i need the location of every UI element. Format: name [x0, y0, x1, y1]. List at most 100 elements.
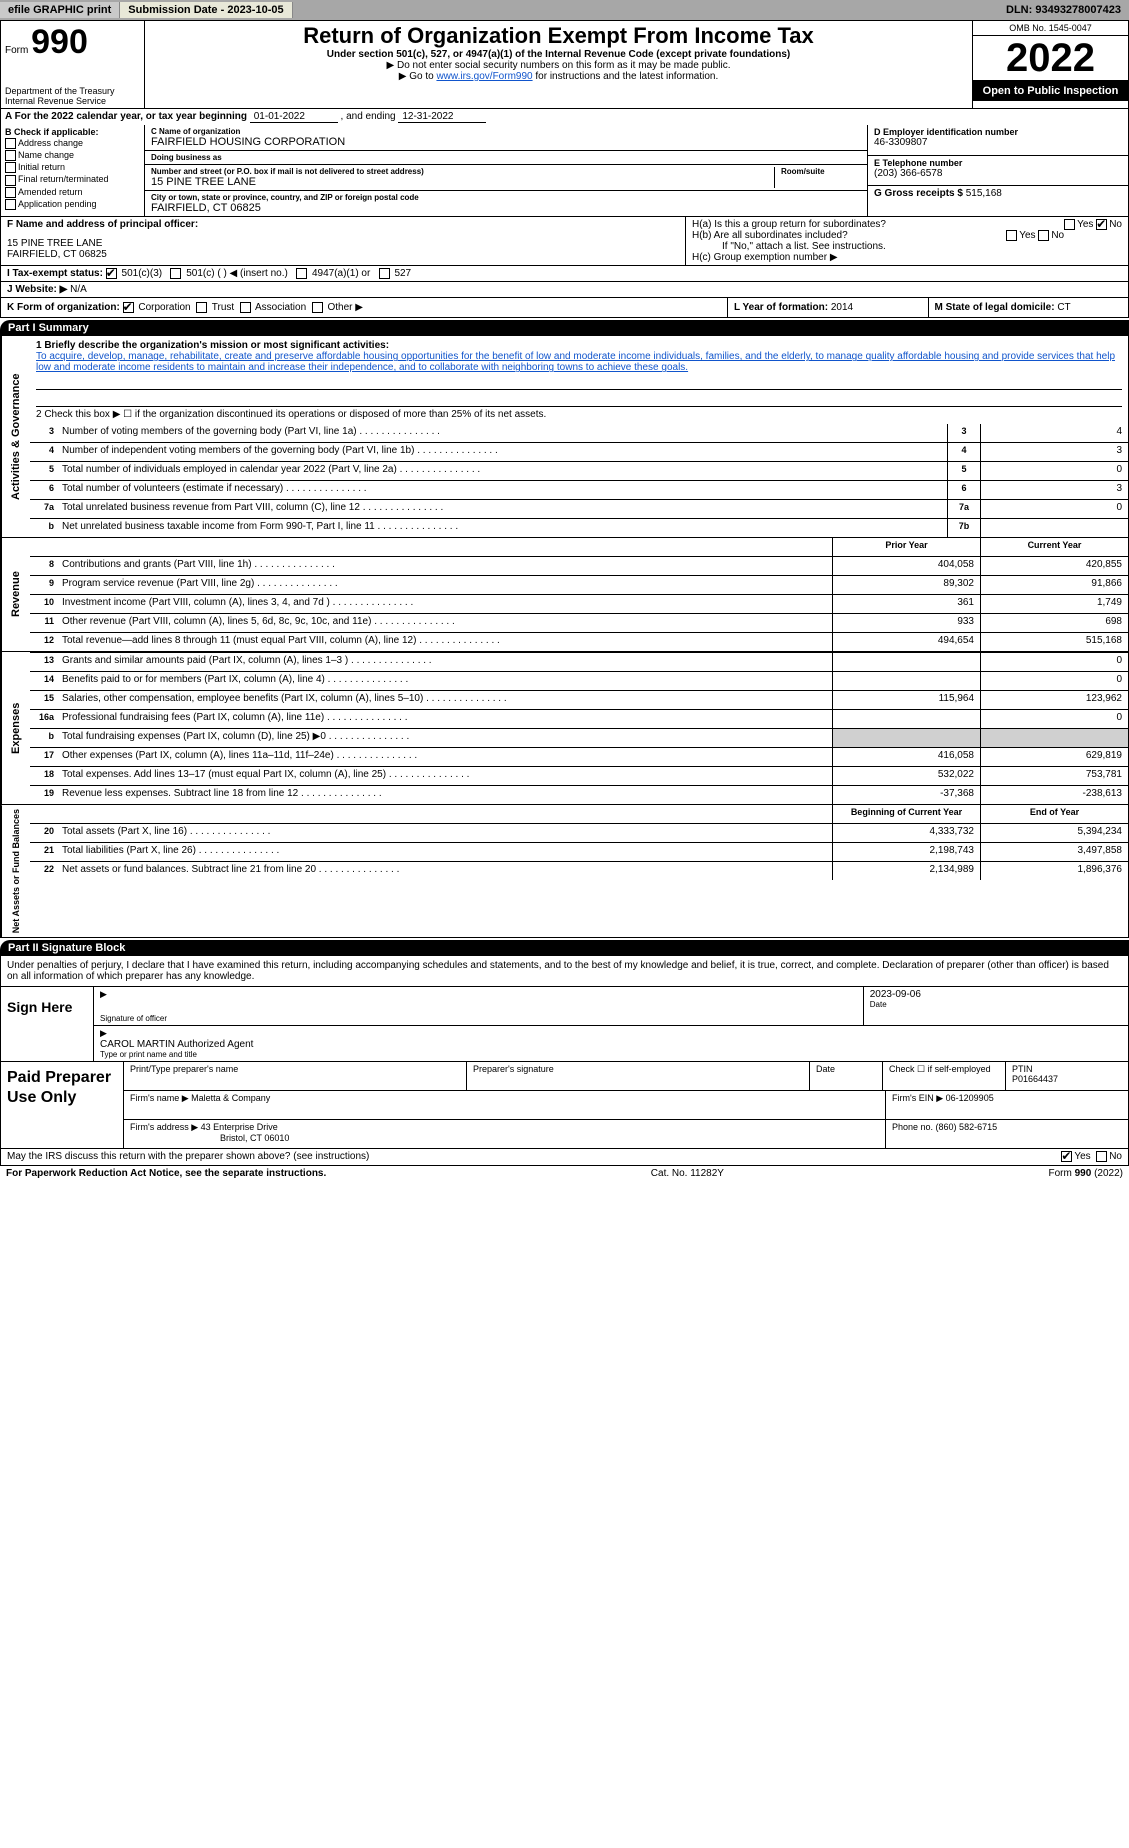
mission-block: 1 Briefly describe the organization's mi… [30, 336, 1128, 424]
sig-name-cell: CAROL MARTIN Authorized Agent Type or pr… [94, 1026, 1128, 1061]
row-curr: 123,962 [980, 691, 1128, 709]
row-desc: Total number of individuals employed in … [58, 462, 947, 480]
q1-label: 1 Briefly describe the organization's mi… [36, 340, 1122, 351]
header-center: Return of Organization Exempt From Incom… [145, 21, 972, 108]
instructions-link[interactable]: www.irs.gov/Form990 [436, 71, 532, 82]
line-a: A For the 2022 calendar year, or tax yea… [0, 109, 1129, 125]
table-row: 19Revenue less expenses. Subtract line 1… [30, 785, 1128, 804]
chk-corporation[interactable] [123, 302, 134, 313]
hb-yes-checkbox[interactable] [1006, 230, 1017, 241]
chk-501c[interactable] [170, 268, 181, 279]
chk-final-return[interactable]: Final return/terminated [5, 174, 140, 185]
chk-application-pending[interactable]: Application pending [5, 199, 140, 210]
row-prior: 404,058 [832, 557, 980, 575]
footer: For Paperwork Reduction Act Notice, see … [0, 1166, 1129, 1181]
row-k: K Form of organization: Corporation Trus… [1, 298, 727, 317]
form-num-footer: 990 [1075, 1168, 1092, 1179]
line-a-prefix: A For the 2022 calendar year, or tax yea… [5, 111, 250, 122]
chk-label-2: Initial return [18, 162, 65, 172]
chk-association[interactable] [240, 302, 251, 313]
chk-trust[interactable] [196, 302, 207, 313]
row-val: 0 [980, 462, 1128, 480]
blank-desc2 [58, 805, 832, 823]
city-field: City or town, state or province, country… [145, 191, 867, 216]
state-domicile: M State of legal domicile: CT [929, 298, 1129, 317]
discuss-no-checkbox[interactable] [1096, 1151, 1107, 1162]
hb-no-checkbox[interactable] [1038, 230, 1049, 241]
q2-label: 2 Check this box ▶ ☐ if the organization… [36, 409, 1122, 420]
row-num: 20 [30, 824, 58, 842]
table-row: bNet unrelated business taxable income f… [30, 518, 1128, 537]
chk-label-4: Amended return [18, 187, 83, 197]
discuss-yes-checkbox[interactable] [1061, 1151, 1072, 1162]
sig-date-label: Date [870, 1000, 1122, 1009]
discuss-yes: Yes [1074, 1152, 1090, 1163]
row-k-l: K Form of organization: Corporation Trus… [0, 298, 1129, 318]
row-box: 4 [947, 443, 980, 461]
chk-other[interactable] [312, 302, 323, 313]
row-num: 10 [30, 595, 58, 613]
form-number-block: Form 990 Department of the Treasury Inte… [1, 21, 145, 108]
activities-governance-section: Activities & Governance 1 Briefly descri… [0, 336, 1129, 538]
ha-yes-checkbox[interactable] [1064, 219, 1075, 230]
row-f-h: F Name and address of principal officer:… [0, 217, 1129, 266]
row-prior: 532,022 [832, 767, 980, 785]
firm-phone-cell: Phone no. (860) 582-6715 [886, 1120, 1128, 1148]
row-num: 11 [30, 614, 58, 632]
chk-address-change[interactable]: Address change [5, 138, 140, 149]
row-curr: 629,819 [980, 748, 1128, 766]
row-num: b [30, 729, 58, 747]
ag-content: 1 Briefly describe the organization's mi… [30, 336, 1128, 537]
row-desc: Professional fundraising fees (Part IX, … [58, 710, 832, 728]
row-desc: Total revenue—add lines 8 through 11 (mu… [58, 633, 832, 651]
firm-phone-value: (860) 582-6715 [936, 1122, 998, 1132]
phone-row: E Telephone number (203) 366-6578 [868, 156, 1128, 187]
row-desc: Total fundraising expenses (Part IX, col… [58, 729, 832, 747]
dln-label: DLN: [1006, 4, 1035, 16]
row-desc: Total liabilities (Part X, line 26) [58, 843, 832, 861]
chk-4947[interactable] [296, 268, 307, 279]
row-prior [832, 729, 980, 747]
ha-label: H(a) Is this a group return for subordin… [692, 219, 886, 230]
chk-501c3[interactable] [106, 268, 117, 279]
row-box: 6 [947, 481, 980, 499]
sig-name: CAROL MARTIN Authorized Agent [100, 1039, 1122, 1050]
blank-num2 [30, 805, 58, 823]
revenue-section: Revenue Prior Year Current Year 8Contrib… [0, 538, 1129, 652]
efile-tag: efile GRAPHIC print [0, 2, 120, 18]
chk-name-change[interactable]: Name change [5, 150, 140, 161]
table-row: 3Number of voting members of the governi… [30, 424, 1128, 442]
ha-no-checkbox[interactable] [1096, 219, 1107, 230]
sig-line-2: CAROL MARTIN Authorized Agent Type or pr… [94, 1026, 1128, 1061]
website-label: J Website: ▶ [7, 284, 67, 295]
table-row: 17Other expenses (Part IX, column (A), l… [30, 747, 1128, 766]
tax-exempt-label: I Tax-exempt status: [7, 268, 103, 279]
chk-527[interactable] [379, 268, 390, 279]
form-org-label: K Form of organization: [7, 302, 120, 313]
hb-note: If "No," attach a list. See instructions… [692, 241, 1122, 252]
rule-2 [36, 392, 1122, 407]
chk-initial-return[interactable]: Initial return [5, 162, 140, 173]
chk-amended-return[interactable]: Amended return [5, 187, 140, 198]
rev-header-row: Prior Year Current Year [30, 538, 1128, 556]
sig-date-cell: 2023-09-06 Date [863, 987, 1128, 1025]
row-prior: -37,368 [832, 786, 980, 804]
firm-addr-cell: Firm's address ▶ 43 Enterprise Drive Bri… [124, 1120, 886, 1148]
table-row: 4Number of independent voting members of… [30, 442, 1128, 461]
year-value: 2014 [831, 302, 853, 313]
sign-here-label: Sign Here [1, 987, 94, 1061]
hb-label: H(b) Are all subordinates included? [692, 230, 848, 241]
prep-self-cell: Check ☐ if self-employed [883, 1062, 1006, 1090]
dept-treasury: Department of the Treasury [5, 86, 140, 96]
year-formation: L Year of formation: 2014 [728, 298, 929, 317]
street-label: Number and street (or P.O. box if mail i… [151, 167, 774, 176]
form-header: Form 990 Department of the Treasury Inte… [0, 20, 1129, 109]
note2-post: for instructions and the latest informat… [535, 71, 718, 82]
officer-addr2: FAIRFIELD, CT 06825 [7, 249, 679, 260]
table-row: bTotal fundraising expenses (Part IX, co… [30, 728, 1128, 747]
omb-number: OMB No. 1545-0047 [973, 21, 1128, 36]
row-desc: Other expenses (Part IX, column (A), lin… [58, 748, 832, 766]
firm-ein-value: 06-1209905 [946, 1093, 994, 1103]
row-prior: 416,058 [832, 748, 980, 766]
submission-date-btn[interactable]: Submission Date - 2023-10-05 [120, 2, 292, 18]
